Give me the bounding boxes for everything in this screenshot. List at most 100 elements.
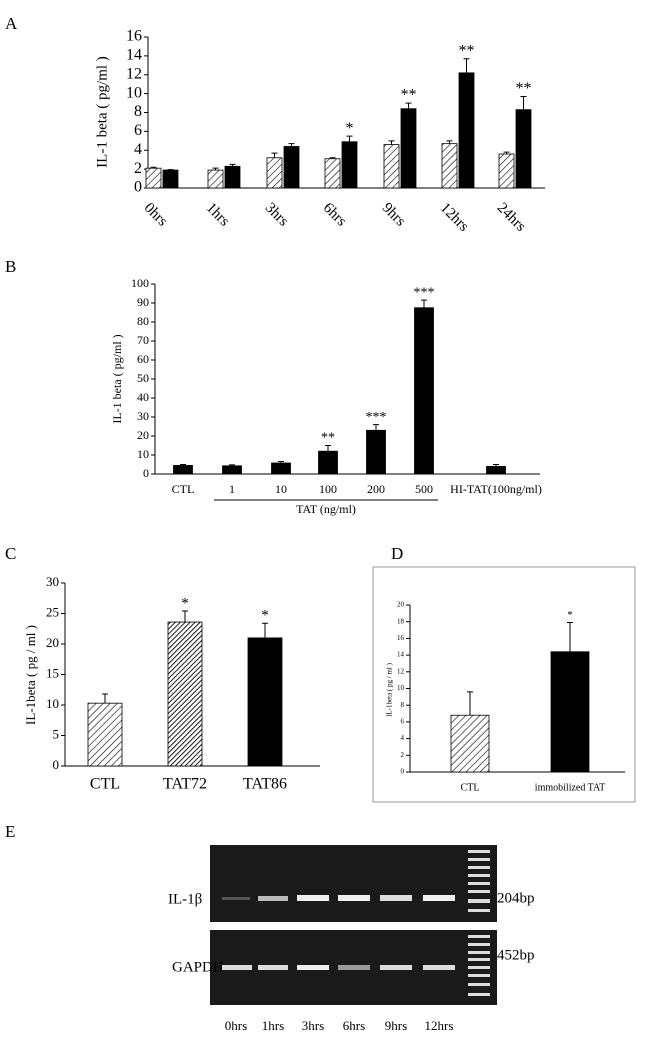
panel-frame (372, 566, 636, 803)
y-tick-label: 12 (397, 667, 405, 675)
error-bar (262, 622, 268, 638)
y-tick-label: 90 (137, 295, 149, 309)
significance-mark: * (181, 595, 189, 611)
x-tick-label: immobilized TAT (535, 782, 605, 793)
y-tick-label: 70 (137, 333, 149, 347)
x-tick-label: TAT86 (243, 776, 287, 793)
y-tick-label: 20 (137, 428, 149, 442)
y-tick-label: 12 (126, 65, 142, 82)
x-axis-title: TAT (ng/ml) (296, 502, 356, 516)
error-bar (229, 464, 235, 466)
error-bar (346, 135, 353, 142)
y-tick-label: 16 (126, 28, 142, 45)
bar (224, 165, 241, 189)
x-tick-label: TAT72 (163, 776, 207, 793)
bar (366, 429, 386, 475)
y-tick-label: 10 (137, 447, 149, 461)
error-bar (467, 691, 473, 716)
error-bar (182, 610, 188, 623)
y-tick-label: 0 (53, 757, 60, 772)
lane-label: 0hrs (225, 1018, 247, 1033)
y-tick-label: 6 (134, 122, 142, 139)
error-bar (493, 464, 499, 467)
y-tick-label: 60 (137, 352, 149, 366)
y-tick-label: 14 (397, 651, 405, 659)
error-bar (102, 693, 108, 704)
x-tick-label: 9hrs (379, 200, 409, 230)
y-tick-label: 0 (134, 179, 142, 196)
x-tick-label: 100 (319, 482, 337, 496)
bar (414, 307, 434, 475)
significance-mark: * (567, 609, 573, 621)
panel-label: B (5, 257, 16, 276)
x-tick-label: HI-TAT(100ng/ml) (450, 482, 542, 496)
bands (222, 895, 455, 970)
x-tick-label: 24hrs (494, 200, 529, 235)
bar (550, 651, 590, 773)
bar (266, 157, 283, 189)
y-tick-label: 0 (143, 466, 149, 480)
bar (515, 109, 532, 189)
panel-label: D (391, 544, 403, 563)
y-tick-label: 0 (401, 768, 405, 776)
y-tick-label: 100 (131, 276, 149, 290)
y-tick-label: 5 (53, 726, 60, 741)
lane-label: 3hrs (302, 1018, 324, 1033)
y-tick-label: 80 (137, 314, 149, 328)
bar (441, 143, 458, 189)
x-tick-label: CTL (90, 776, 120, 793)
error-bar (405, 102, 412, 109)
bar (222, 465, 242, 475)
row-label: GAPDH (172, 959, 224, 975)
error-bar (567, 622, 573, 652)
panel-label: C (5, 544, 16, 563)
bar (207, 169, 224, 189)
y-tick-label: 6 (401, 718, 405, 726)
x-tick-label: 12hrs (437, 200, 472, 235)
bar (318, 450, 338, 475)
error-bar (388, 140, 395, 145)
y-tick-label: 10 (397, 684, 405, 692)
x-tick-label: 1hrs (203, 200, 233, 230)
bar (145, 167, 162, 189)
significance-mark: * (261, 608, 269, 624)
significance-mark: ** (516, 80, 532, 97)
y-tick-label: 25 (46, 604, 59, 619)
lane-label: 9hrs (385, 1018, 407, 1033)
bar (486, 465, 506, 475)
ladder (468, 850, 490, 996)
x-tick-label: 10 (275, 482, 287, 496)
band-size: 452bp (497, 947, 535, 963)
bar (324, 158, 341, 189)
error-bar (446, 140, 453, 144)
error-bar (288, 143, 295, 147)
y-tick-label: 8 (134, 103, 142, 120)
significance-mark: ** (401, 87, 417, 104)
bar (383, 144, 400, 189)
y-axis-title: IL-1beta ( pg / ml ) (386, 662, 394, 717)
significance-mark: *** (414, 285, 435, 300)
x-tick-label: 1 (229, 482, 235, 496)
error-bar (278, 460, 284, 463)
error-bar (180, 464, 186, 466)
x-tick-label: 6hrs (320, 200, 350, 230)
error-bar (463, 58, 470, 73)
bar (400, 108, 417, 189)
significance-mark: * (346, 120, 354, 137)
bar (283, 146, 300, 189)
y-tick-label: 18 (397, 617, 405, 625)
x-tick-label: CTL (461, 782, 480, 793)
panel-label: E (5, 822, 15, 841)
bar (247, 637, 283, 767)
error-bar (373, 424, 379, 431)
error-bar (503, 151, 510, 155)
x-tick-label: 200 (367, 482, 385, 496)
y-tick-label: 15 (46, 665, 59, 680)
y-axis-title: IL-1beta ( pg / ml ) (23, 625, 38, 725)
error-bar (325, 445, 331, 452)
y-tick-label: 10 (126, 84, 142, 101)
significance-mark: ** (459, 42, 475, 59)
y-tick-label: 50 (137, 371, 149, 385)
y-tick-label: 40 (137, 390, 149, 404)
y-tick-label: 4 (401, 734, 405, 742)
